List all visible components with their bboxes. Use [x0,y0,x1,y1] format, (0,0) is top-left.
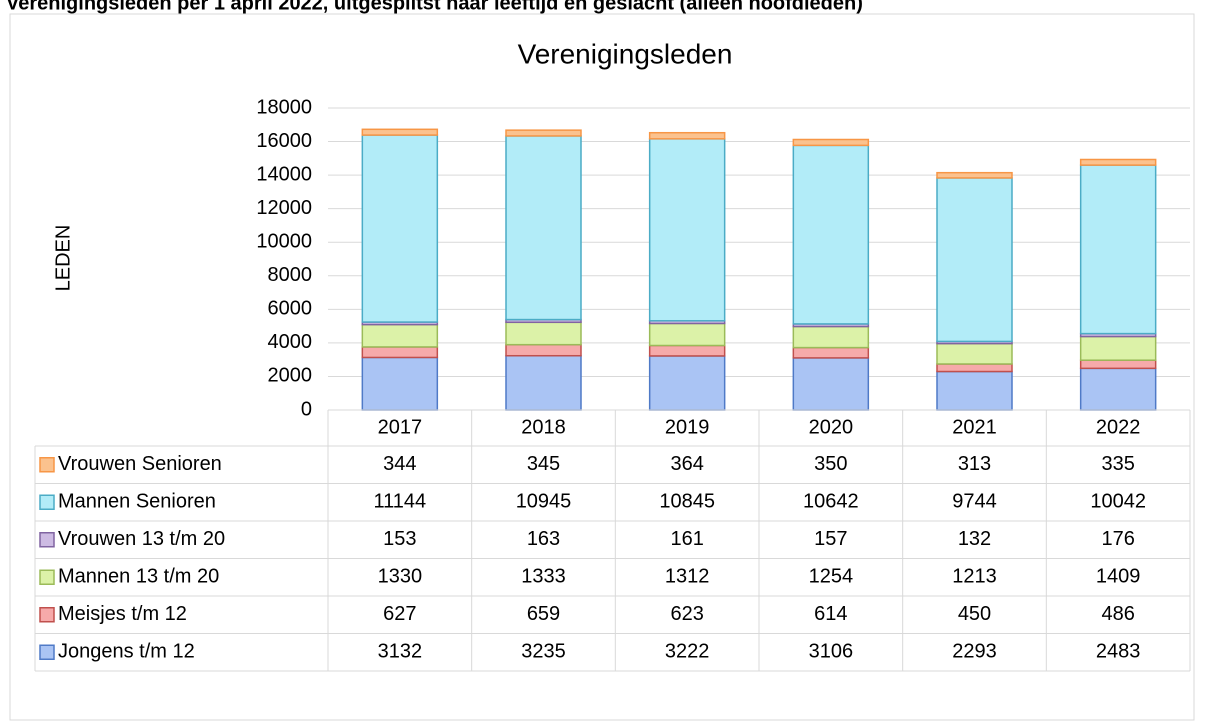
table-value: 350 [814,453,847,475]
page-heading: Verenigingsleden per 1 april 2022, uitge… [6,0,863,14]
bar-segment [361,128,439,136]
bar-segment [792,325,870,349]
y-tick-label: 14000 [256,163,312,185]
bar-segment [1079,158,1157,166]
x-tick-label: 2021 [952,416,997,438]
bar-segment [505,343,582,357]
table-value: 10945 [516,491,572,513]
x-tick-label: 2017 [378,416,423,438]
legend-key [39,532,55,548]
bar-segment [936,342,1013,365]
table-value: 3235 [521,641,566,663]
bar-segment [505,129,582,137]
table-value: 2293 [952,641,997,663]
x-tick-label: 2020 [809,416,854,438]
bar-segment [648,355,726,411]
table-value: 623 [670,603,703,625]
table-value: 659 [527,603,560,625]
legend-key [39,494,55,510]
bar-segment [648,322,726,347]
table-value: 10845 [659,491,715,513]
legend-key [39,569,55,585]
bar-segment [648,138,726,322]
table-value: 3132 [378,641,423,663]
bar-segment [505,321,582,346]
bar-segment [361,134,439,323]
bar-segment [792,138,870,147]
table-value: 10642 [803,491,859,513]
y-axis-label: LEDEN [52,225,74,292]
y-tick-label: 2000 [268,365,313,387]
table-value: 486 [1101,603,1134,625]
bar-segment [936,370,1013,411]
legend-label: Meisjes t/m 12 [58,603,187,625]
table-value: 1213 [952,566,997,588]
legend-key [39,644,55,660]
bar-segment [361,356,439,411]
table-value: 1333 [521,566,566,588]
table-value: 3106 [809,641,854,663]
bar-segment [505,135,582,321]
table-value: 335 [1101,453,1134,475]
y-tick-label: 8000 [268,264,313,286]
legend-key [39,457,55,473]
legend-key [39,607,55,623]
table-value: 1254 [809,566,854,588]
y-tick-label: 4000 [268,331,313,353]
table-value: 364 [670,453,703,475]
legend-label: Vrouwen 13 t/m 20 [58,528,225,550]
table-value: 1312 [665,566,710,588]
y-tick-label: 0 [301,398,312,420]
chart-border [9,13,1195,721]
table-value: 11144 [374,491,427,513]
table-value: 344 [383,453,416,475]
bar-segment [792,357,870,411]
table-value: 1330 [378,566,423,588]
bar-segment [936,177,1013,343]
table-value: 614 [814,603,847,625]
bar-segment [792,144,870,325]
table-value: 627 [383,603,416,625]
table-value: 153 [383,528,416,550]
x-tick-label: 2019 [665,416,710,438]
bar-segment [505,354,582,411]
table-value: 345 [527,453,560,475]
table-value: 313 [958,453,991,475]
chart-title: Verenigingsleden [518,38,733,69]
legend-label: Mannen 13 t/m 20 [58,566,219,588]
bar-segment [648,131,726,140]
bar-segment [1079,335,1157,361]
bar-segment [1079,164,1157,335]
bar-segment [648,344,726,357]
table-value: 163 [527,528,560,550]
bar-segment [936,171,1013,179]
y-tick-label: 6000 [268,298,313,320]
bar-segment [792,346,870,359]
bar-segment [936,363,1013,373]
table-value: 3222 [665,641,710,663]
y-tick-label: 18000 [256,96,312,118]
table-value: 450 [958,603,991,625]
y-tick-label: 12000 [256,197,312,219]
table-value: 161 [670,528,703,550]
table-value: 2483 [1096,641,1141,663]
y-tick-label: 16000 [256,130,312,152]
table-value: 157 [814,528,847,550]
table-value: 10042 [1090,491,1146,513]
bar-segment [1079,359,1157,370]
legend-label: Vrouwen Senioren [58,453,222,475]
table-value: 9744 [952,491,997,513]
bar-segment [1079,367,1157,411]
table-value: 132 [958,528,991,550]
y-tick-label: 10000 [256,231,312,253]
bar-segment [361,323,439,348]
bar-segment [361,346,439,359]
x-tick-label: 2018 [521,416,566,438]
legend-label: Jongens t/m 12 [58,641,195,663]
x-tick-label: 2022 [1096,416,1141,438]
table-value: 1409 [1096,566,1141,588]
table-value: 176 [1101,528,1134,550]
legend-label: Mannen Senioren [58,491,216,513]
